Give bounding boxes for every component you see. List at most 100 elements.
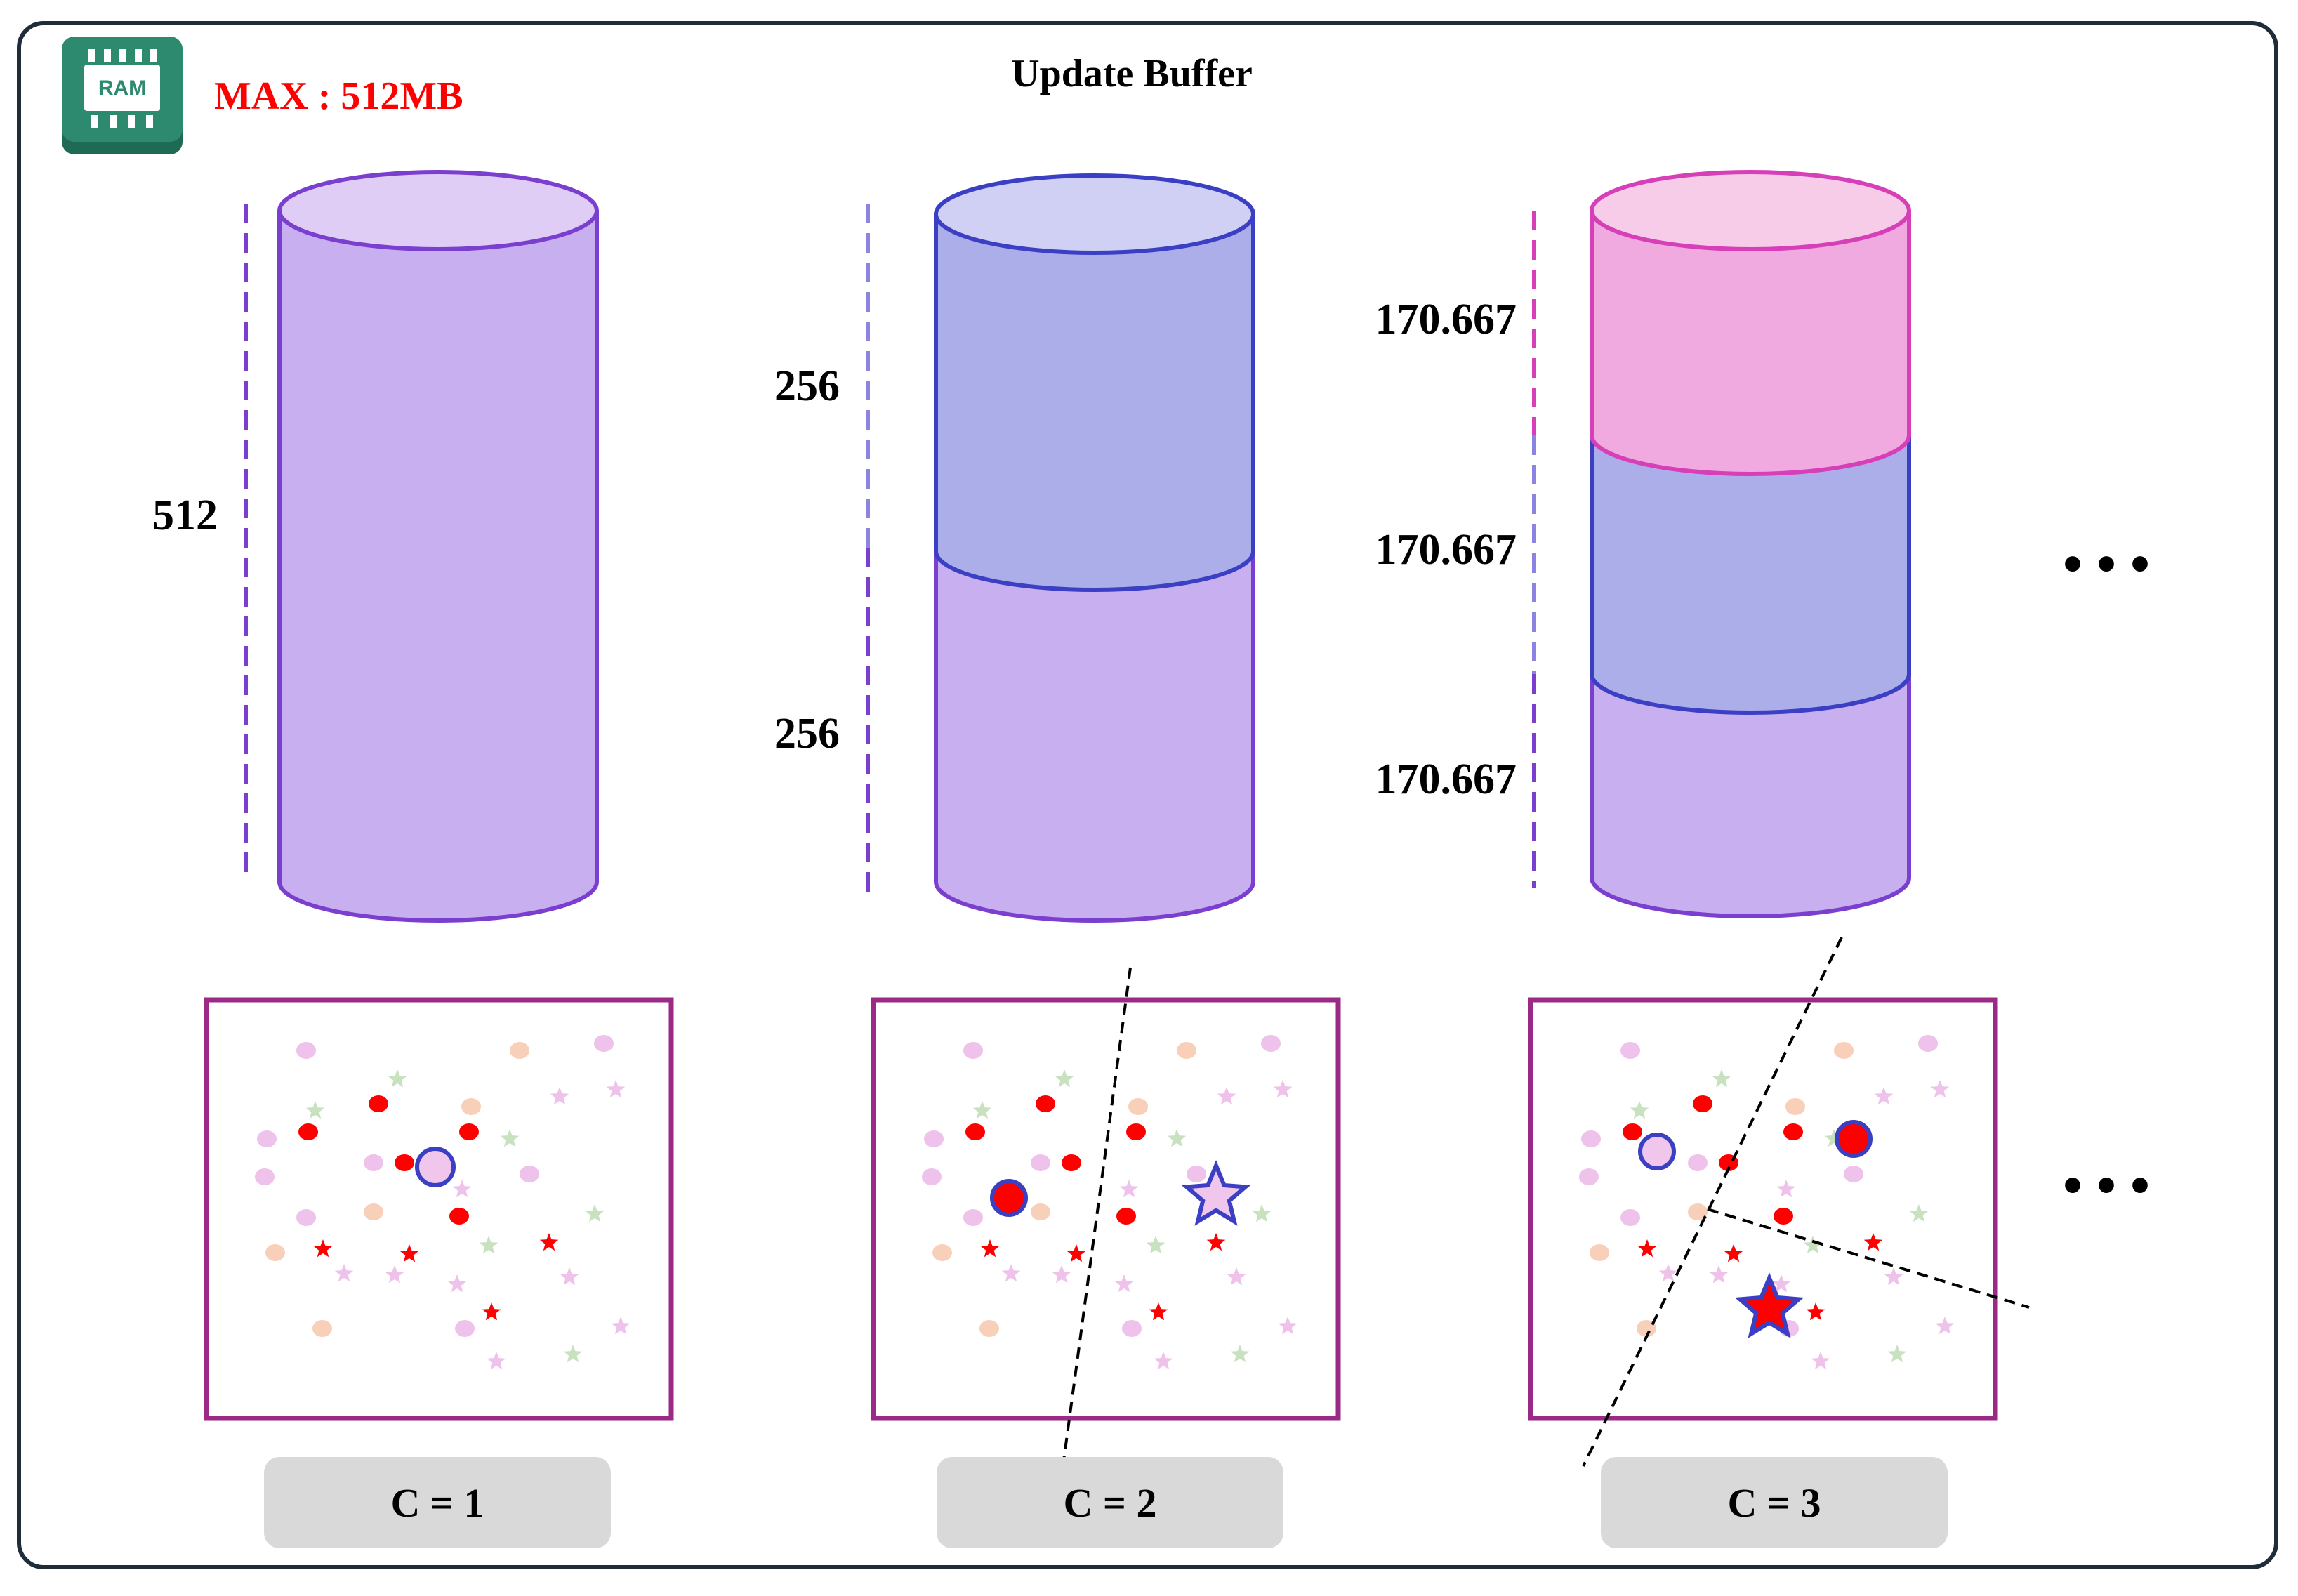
sample-star xyxy=(479,1236,498,1254)
segment-size-c2-2: 256 xyxy=(774,710,840,758)
segment-size-c1-1: 512 xyxy=(152,492,218,539)
sample-star xyxy=(1052,1265,1071,1284)
sample-point xyxy=(1187,1166,1206,1182)
stage-label-c3: C = 3 xyxy=(1601,1457,1948,1548)
sample-star xyxy=(1776,1180,1796,1198)
sample-point xyxy=(963,1209,983,1226)
sample-point xyxy=(257,1130,277,1147)
sample-point xyxy=(1688,1154,1708,1171)
sample-star xyxy=(1874,1087,1894,1105)
sample-point xyxy=(1031,1203,1050,1220)
sample-star xyxy=(1930,1080,1950,1098)
stage-label-c1-text: C = 1 xyxy=(391,1480,484,1526)
sample-star xyxy=(388,1069,407,1088)
sample-star xyxy=(1114,1274,1134,1293)
sample-point xyxy=(1128,1098,1148,1115)
sample-star xyxy=(313,1239,333,1258)
sample-point xyxy=(1062,1154,1081,1171)
decision-boundary-c3-b xyxy=(1707,1208,2030,1309)
sample-point xyxy=(461,1098,481,1115)
sample-star xyxy=(1278,1317,1297,1335)
sample-star xyxy=(1273,1080,1293,1098)
sample-star xyxy=(334,1264,354,1282)
sample-star xyxy=(1227,1267,1246,1286)
sample-point xyxy=(1581,1130,1601,1147)
sample-star xyxy=(1206,1233,1226,1251)
segment-size-c3-2: 170.667 xyxy=(1375,526,1517,574)
sample-point xyxy=(1688,1203,1708,1220)
sample-point xyxy=(1031,1154,1050,1171)
sample-point xyxy=(924,1130,944,1147)
sample-point xyxy=(449,1208,469,1225)
sample-star xyxy=(1252,1204,1272,1222)
stage-label-c1: C = 1 xyxy=(264,1457,611,1548)
sample-star xyxy=(1637,1239,1657,1258)
class-prototype xyxy=(1638,1133,1676,1170)
sample-point xyxy=(1620,1042,1640,1059)
sample-star xyxy=(606,1080,626,1098)
sample-star xyxy=(482,1302,501,1321)
sample-star xyxy=(305,1101,325,1119)
sample-point xyxy=(932,1244,952,1261)
ram-icon-label: RAM xyxy=(98,77,146,100)
sample-star xyxy=(1055,1069,1074,1088)
sample-star xyxy=(1149,1302,1168,1321)
class-prototype xyxy=(1835,1120,1873,1158)
sample-point xyxy=(296,1209,316,1226)
sample-star xyxy=(1712,1069,1731,1088)
sample-star xyxy=(1217,1087,1236,1105)
sample-star xyxy=(563,1345,583,1363)
class-prototype xyxy=(415,1147,456,1187)
sample-point xyxy=(369,1095,388,1112)
sample-star xyxy=(1806,1302,1825,1321)
sample-point xyxy=(1637,1320,1656,1337)
scatter-points-c1 xyxy=(255,1035,630,1370)
sample-point xyxy=(1774,1208,1793,1225)
sample-point xyxy=(312,1320,332,1337)
sample-star xyxy=(447,1274,467,1293)
sample-point xyxy=(265,1244,285,1261)
sample-point xyxy=(1783,1123,1803,1140)
sample-point xyxy=(1126,1123,1146,1140)
sample-star xyxy=(1709,1265,1729,1284)
diagram-title: Update Buffer xyxy=(1011,52,1253,95)
stage-label-c3-text: C = 3 xyxy=(1728,1480,1821,1526)
sample-point xyxy=(1116,1208,1136,1225)
sample-point xyxy=(364,1203,383,1220)
ellipsis-top: • • • xyxy=(2063,534,2150,595)
sample-point xyxy=(1623,1123,1642,1140)
sample-point xyxy=(1834,1042,1854,1059)
sample-point xyxy=(979,1320,999,1337)
sample-star xyxy=(1146,1236,1165,1254)
scatter-box-c1 xyxy=(204,997,674,1421)
sample-point xyxy=(963,1042,983,1059)
decision-boundary-c3-a xyxy=(1582,937,1843,1467)
sample-point xyxy=(1844,1166,1863,1182)
sample-point xyxy=(1693,1095,1712,1112)
stage-label-c2: C = 2 xyxy=(937,1457,1283,1548)
sample-star xyxy=(1771,1274,1791,1293)
buffer-cylinder-c3 xyxy=(1590,170,1911,918)
sample-star xyxy=(1724,1244,1743,1262)
buffer-cylinder-c2 xyxy=(934,173,1255,923)
class-prototype xyxy=(1734,1272,1804,1338)
sample-point xyxy=(459,1123,479,1140)
sample-point xyxy=(1261,1035,1281,1052)
sample-star xyxy=(399,1244,419,1262)
sample-star xyxy=(972,1101,992,1119)
sample-star xyxy=(539,1233,559,1251)
class-prototype xyxy=(1181,1160,1251,1226)
sample-star xyxy=(487,1352,506,1370)
sample-point xyxy=(364,1154,383,1171)
sample-point xyxy=(455,1320,475,1337)
sample-star xyxy=(1001,1264,1021,1282)
sample-point xyxy=(1579,1168,1599,1185)
segment-size-c3-3: 170.667 xyxy=(1375,756,1517,803)
sample-star xyxy=(560,1267,579,1286)
sample-point xyxy=(1918,1035,1938,1052)
sample-star xyxy=(611,1317,630,1335)
class-prototype xyxy=(990,1179,1028,1217)
sample-star xyxy=(1909,1204,1929,1222)
sample-star xyxy=(1824,1129,1844,1147)
sample-star xyxy=(1803,1236,1823,1254)
